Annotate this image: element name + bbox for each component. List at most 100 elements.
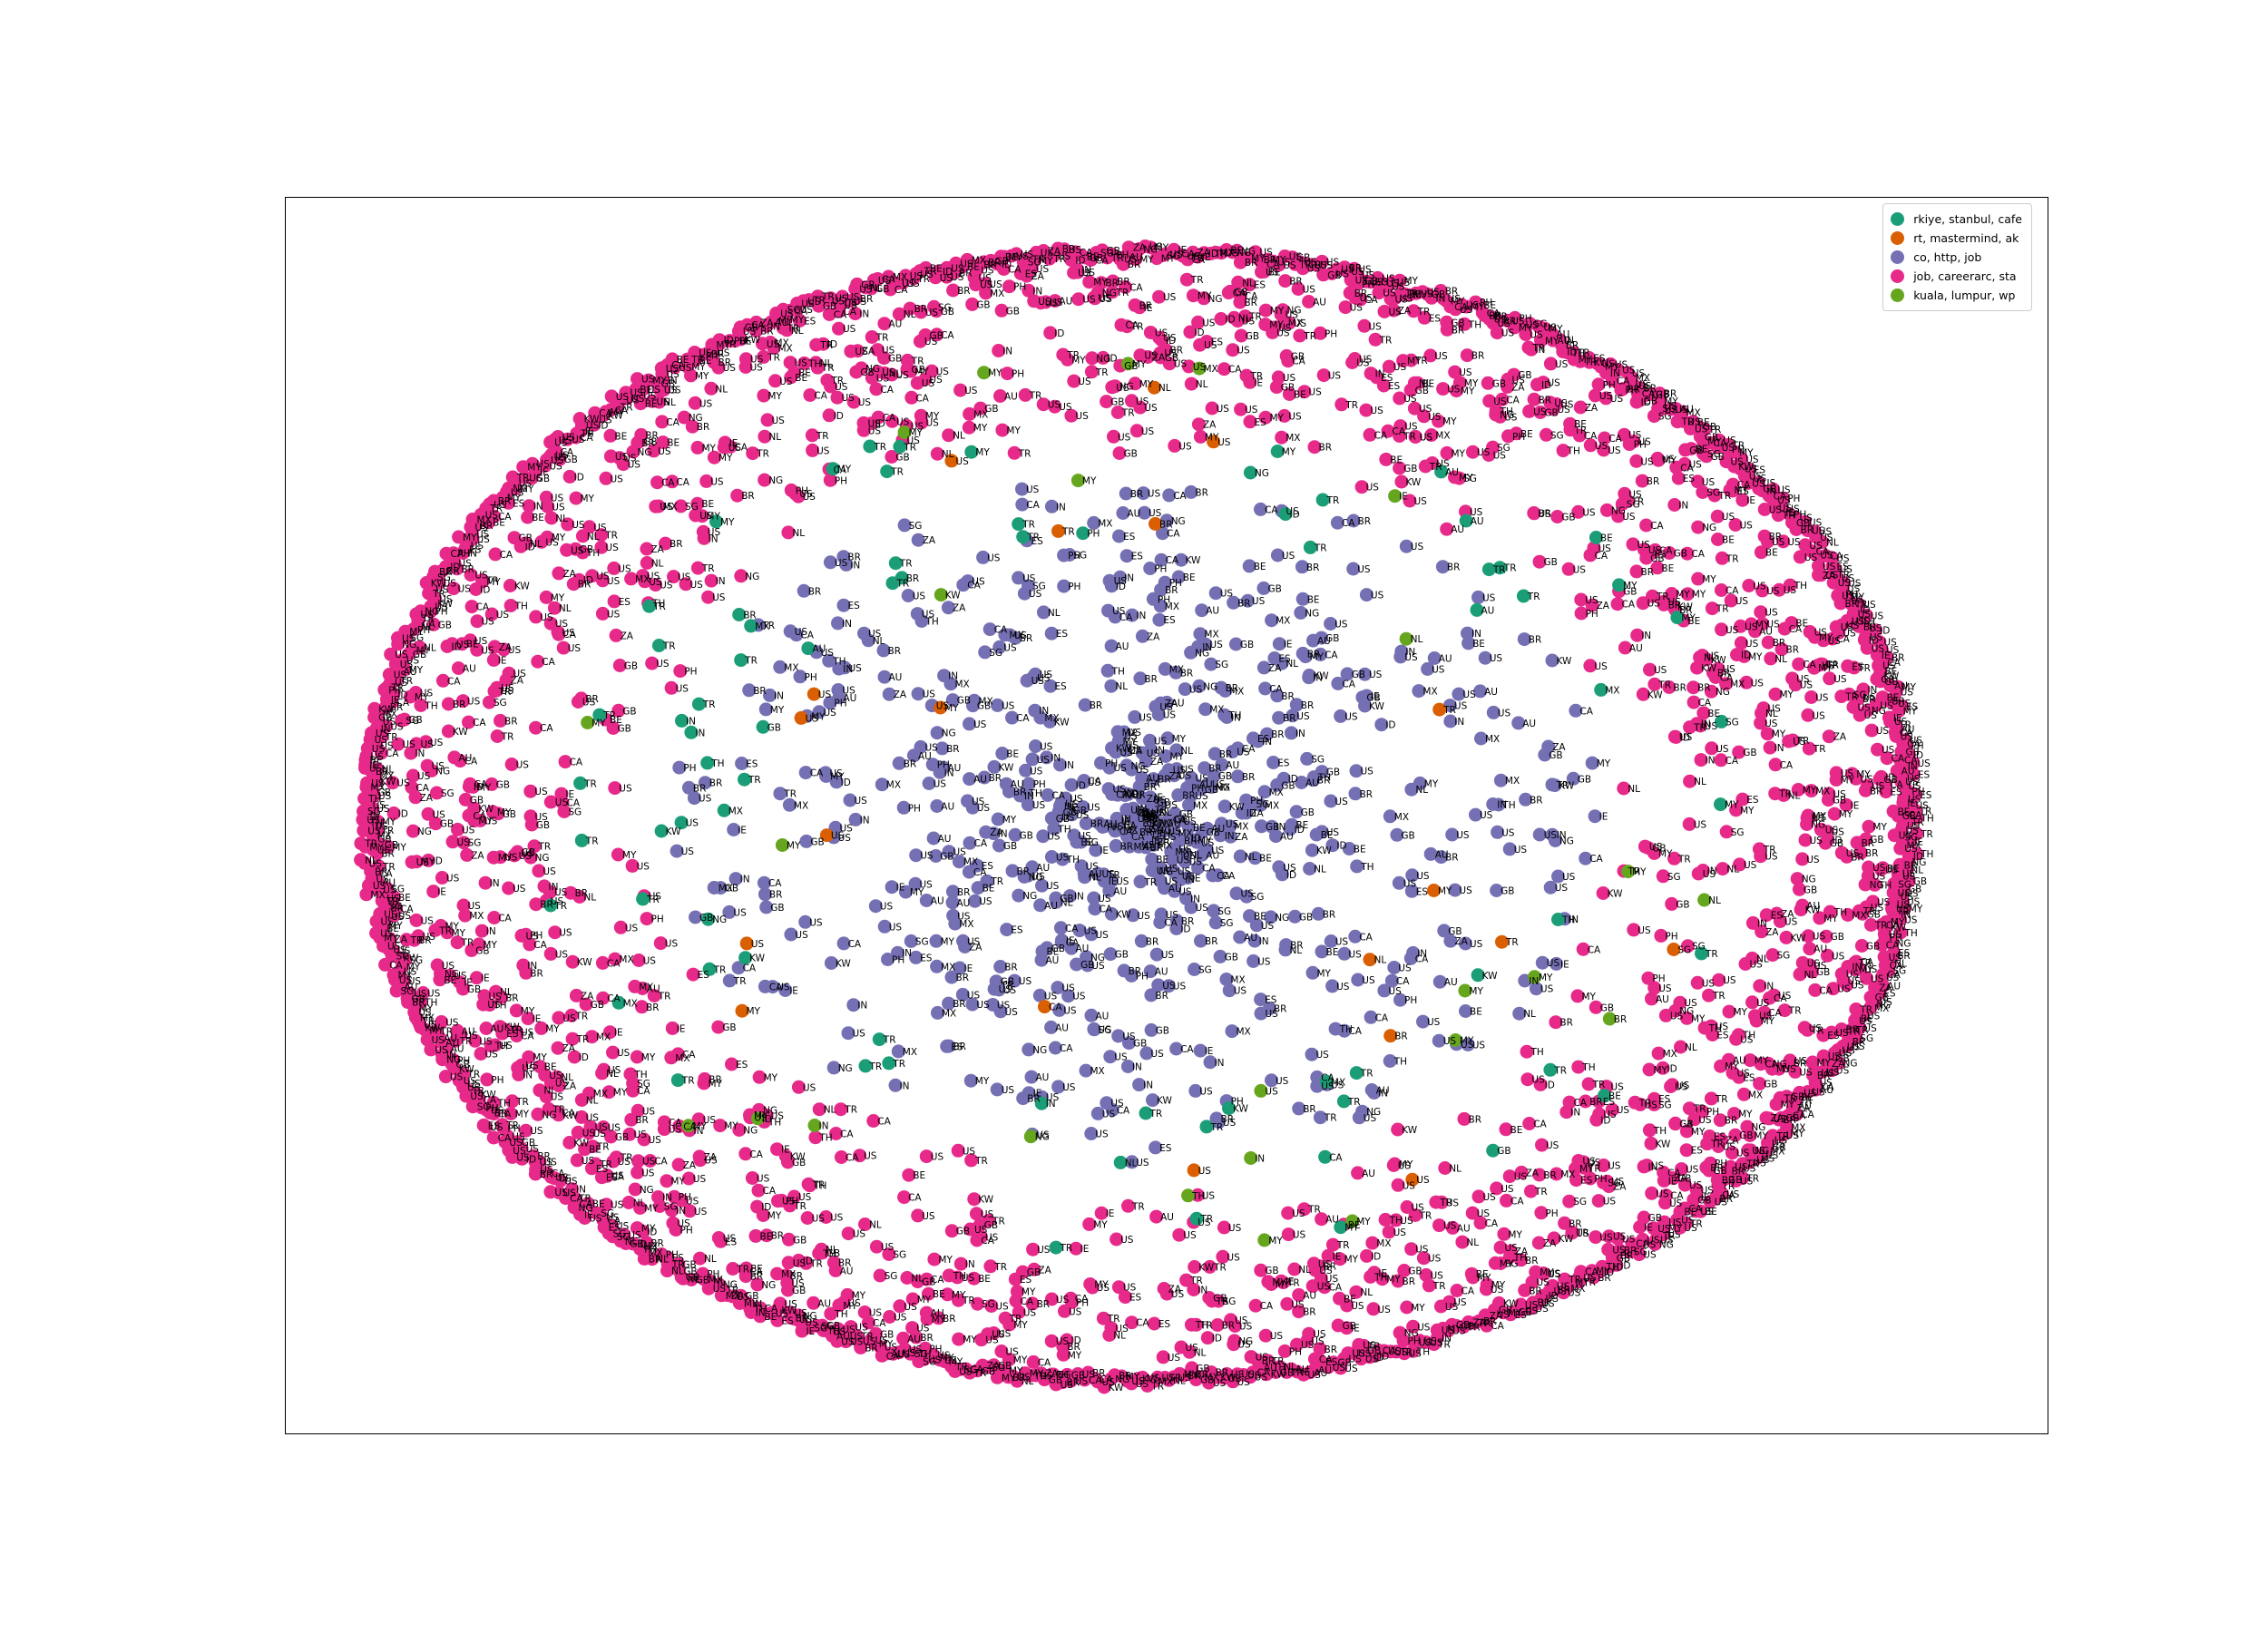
node-label: US bbox=[1765, 608, 1778, 619]
node-label: ZA bbox=[650, 544, 664, 555]
node-label: TR bbox=[1344, 400, 1358, 411]
node-label: ZA bbox=[563, 1081, 577, 1092]
node-label: US bbox=[1415, 1245, 1429, 1256]
node-label: MY bbox=[641, 1052, 656, 1063]
node-label: US bbox=[1483, 1192, 1497, 1203]
node-label: US bbox=[572, 520, 585, 531]
node-label: BE bbox=[1510, 1125, 1523, 1136]
node-label: SG bbox=[1573, 1197, 1587, 1208]
node-label: GB bbox=[438, 620, 452, 631]
node-label: NL bbox=[715, 384, 728, 395]
node-label: US bbox=[1702, 477, 1716, 488]
node-label: US bbox=[637, 861, 650, 872]
node-label: US bbox=[593, 1129, 607, 1139]
node-label: US bbox=[1767, 704, 1781, 715]
node-label: GB bbox=[1110, 397, 1124, 408]
node-label: NL bbox=[704, 1254, 717, 1265]
node-label: IN bbox=[415, 748, 425, 759]
node-label: US bbox=[1576, 1228, 1589, 1239]
node-label: GB bbox=[976, 299, 990, 310]
node-label: PH bbox=[1665, 931, 1677, 942]
graph-node bbox=[414, 604, 428, 619]
node-label: ID bbox=[1071, 1335, 1081, 1346]
node-label: CA bbox=[981, 1236, 994, 1247]
graph-node bbox=[383, 932, 397, 946]
node-label: MY bbox=[719, 453, 733, 464]
node-label: BR bbox=[1244, 298, 1257, 308]
node-label: NL bbox=[942, 449, 954, 460]
node-label: TR bbox=[756, 449, 769, 460]
node-label: US bbox=[1363, 1340, 1376, 1351]
node-label: CA bbox=[1192, 255, 1206, 266]
node-label: IN bbox=[965, 1259, 975, 1270]
node-label: SG bbox=[1667, 872, 1681, 883]
node-label: IE bbox=[1286, 1276, 1295, 1287]
node-label: TR bbox=[1414, 356, 1428, 367]
node-label: TR bbox=[1857, 663, 1871, 674]
graph-node bbox=[438, 1070, 453, 1084]
node-label: ZA bbox=[1765, 927, 1779, 938]
node-label: US bbox=[1876, 726, 1890, 737]
node-label: CA bbox=[1650, 521, 1664, 532]
node-label: ID bbox=[724, 336, 734, 347]
node-label: IN bbox=[676, 1206, 686, 1217]
node-label: US bbox=[540, 612, 553, 623]
node-label: BR bbox=[453, 699, 466, 710]
node-label: US bbox=[499, 1041, 513, 1051]
graph-node bbox=[1557, 1286, 1570, 1300]
node-label: PH bbox=[651, 914, 664, 925]
node-label: TR bbox=[364, 839, 377, 850]
node-label: US bbox=[881, 1242, 894, 1253]
node-label: TH bbox=[1904, 928, 1918, 939]
node-label: MY bbox=[767, 391, 782, 402]
node-label: MX bbox=[1663, 1049, 1677, 1060]
node-label: TR bbox=[1250, 371, 1264, 382]
node-label: BR bbox=[1117, 277, 1130, 288]
node-label: ES bbox=[804, 316, 816, 327]
node-label: TR bbox=[461, 938, 474, 949]
node-label: US bbox=[1608, 445, 1621, 456]
node-label: US bbox=[1882, 745, 1895, 756]
node-label: US bbox=[1885, 865, 1899, 875]
node-label: KW bbox=[1656, 1139, 1672, 1149]
node-label: NL bbox=[1694, 777, 1706, 787]
node-label: NL bbox=[633, 1198, 646, 1209]
graph-node bbox=[367, 701, 382, 716]
node-label: US bbox=[628, 460, 641, 471]
node-label: CA bbox=[1319, 1354, 1333, 1365]
graph-node bbox=[1874, 938, 1889, 952]
node-label: SG bbox=[885, 1271, 898, 1282]
node-label: US bbox=[611, 1171, 625, 1182]
node-label: US bbox=[1778, 991, 1792, 1002]
node-label: ZA bbox=[1526, 1168, 1540, 1178]
graph-node bbox=[447, 556, 462, 571]
node-label: US bbox=[1412, 1203, 1425, 1214]
node-label: NG bbox=[640, 1185, 654, 1196]
graph-node bbox=[1587, 1270, 1601, 1285]
node-label: NG bbox=[1802, 875, 1816, 885]
node-label: US bbox=[1494, 315, 1508, 326]
node-label: US bbox=[568, 643, 582, 654]
node-label: US bbox=[1654, 665, 1667, 676]
node-label: NL bbox=[365, 856, 377, 866]
node-label: GB bbox=[1403, 464, 1417, 474]
node-label: MY bbox=[1477, 1273, 1491, 1284]
node-label: BR bbox=[1525, 1256, 1539, 1266]
node-label: NL bbox=[1756, 953, 1769, 964]
node-label: BR bbox=[860, 294, 874, 305]
node-label: US bbox=[1700, 1207, 1714, 1217]
node-label: CA bbox=[1861, 957, 1874, 968]
node-label: US bbox=[1751, 678, 1765, 689]
node-label: AU bbox=[888, 319, 902, 330]
graph-node bbox=[526, 1149, 541, 1163]
node-label: ES bbox=[1158, 1319, 1171, 1330]
node-label: MX bbox=[1852, 910, 1866, 921]
node-label: ID bbox=[1667, 1063, 1677, 1074]
node-label: NL bbox=[911, 1274, 924, 1285]
graph-node bbox=[565, 1182, 579, 1197]
node-label: CA bbox=[607, 958, 621, 969]
node-label: ZA bbox=[471, 850, 484, 861]
node-label: ZA bbox=[1585, 403, 1598, 414]
graph-node bbox=[1689, 1204, 1704, 1218]
node-label: MY bbox=[764, 1072, 778, 1083]
